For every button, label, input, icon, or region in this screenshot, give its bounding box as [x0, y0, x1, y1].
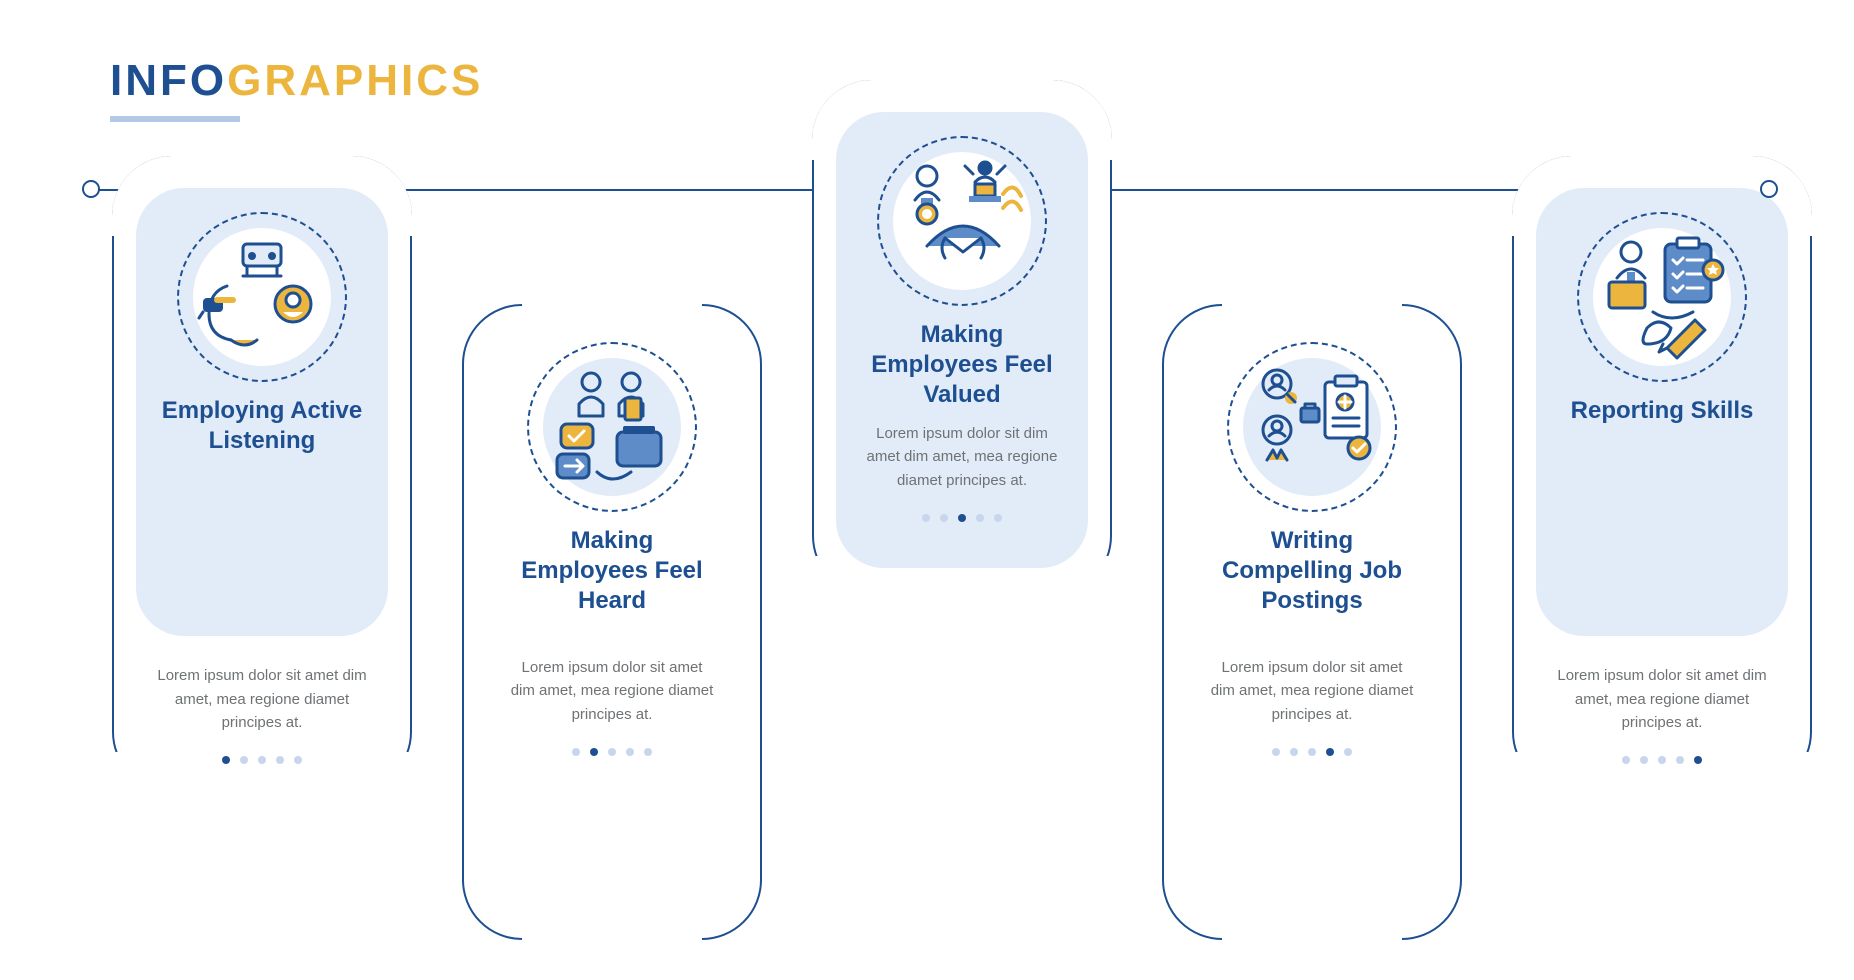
card-icon-wrap [1577, 212, 1747, 382]
pagination-dot [1640, 756, 1648, 764]
pagination-dots [572, 748, 652, 756]
pagination-dot [994, 514, 1002, 522]
card-inner: Writing Compelling Job Postings Lorem ip… [1186, 336, 1438, 778]
card-2: Making Employees Feel Heard Lorem ipsum … [462, 304, 762, 940]
card-inner: Employing Active Listening [136, 188, 388, 636]
pagination-dot [976, 514, 984, 522]
card-inner: Reporting Skills [1536, 188, 1788, 636]
card-border-gap-bottom [522, 932, 702, 942]
card-desc: Lorem ipsum dolor sit dim amet dim amet,… [854, 422, 1070, 492]
pagination-dot [1622, 756, 1630, 764]
pagination-dot [958, 514, 966, 522]
card-icon-wrap [877, 136, 1047, 306]
card-border-gap-top [1222, 302, 1402, 312]
card-4: Writing Compelling Job Postings Lorem ip… [1162, 304, 1462, 940]
pagination-dot [240, 756, 248, 764]
card-icon-wrap [527, 342, 697, 512]
pagination-dot [1290, 748, 1298, 756]
card-desc: Lorem ipsum dolor sit amet dim amet, mea… [504, 656, 720, 726]
card-border-gap-top [1572, 154, 1752, 164]
pagination-dot [1658, 756, 1666, 764]
card-border-gap-top [522, 302, 702, 312]
card-title: Reporting Skills [1567, 396, 1758, 426]
pagination-dots [922, 514, 1002, 522]
card-title: Writing Compelling Job Postings [1204, 526, 1420, 616]
card-border-gap-top [872, 78, 1052, 88]
card-inner: Making Employees Feel Heard Lorem ipsum … [486, 336, 738, 778]
connector-dot-left [82, 180, 100, 198]
pagination-dot [940, 514, 948, 522]
card-desc: Lorem ipsum dolor sit amet dim amet, mea… [1536, 664, 1788, 734]
card-title: Making Employees Feel Heard [504, 526, 720, 616]
card-title: Making Employees Feel Valued [854, 320, 1070, 410]
pagination-dot [1308, 748, 1316, 756]
card-icon-wrap [177, 212, 347, 382]
pagination-dot [222, 756, 230, 764]
card-border-gap-bottom [1222, 932, 1402, 942]
card-icon-wrap [1227, 342, 1397, 512]
dashed-circle [177, 212, 347, 382]
dashed-circle [527, 342, 697, 512]
pagination-dot [644, 748, 652, 756]
pagination-dot [626, 748, 634, 756]
pagination-dot [1694, 756, 1702, 764]
card-desc: Lorem ipsum dolor sit amet dim amet, mea… [1204, 656, 1420, 726]
card-5: Reporting Skills Lorem ipsum dolor sit a… [1512, 156, 1812, 792]
pagination-dots [222, 756, 302, 764]
pagination-dot [590, 748, 598, 756]
dashed-circle [877, 136, 1047, 306]
dashed-circle [1577, 212, 1747, 382]
card-desc: Lorem ipsum dolor sit amet dim amet, mea… [136, 664, 388, 734]
card-border-gap-top [172, 154, 352, 164]
card-inner: Making Employees Feel Valued Lorem ipsum… [836, 112, 1088, 568]
pagination-dot [572, 748, 580, 756]
pagination-dots [1272, 748, 1352, 756]
pagination-dot [922, 514, 930, 522]
pagination-dot [276, 756, 284, 764]
pagination-dot [258, 756, 266, 764]
pagination-dot [1344, 748, 1352, 756]
pagination-dots [1622, 756, 1702, 764]
dashed-circle [1227, 342, 1397, 512]
cards-container: Employing Active Listening Lorem ipsum d… [112, 80, 1812, 940]
card-1: Employing Active Listening Lorem ipsum d… [112, 156, 412, 792]
pagination-dot [1326, 748, 1334, 756]
pagination-dot [1272, 748, 1280, 756]
card-title: Employing Active Listening [154, 396, 370, 456]
pagination-dot [1676, 756, 1684, 764]
pagination-dot [608, 748, 616, 756]
card-3: Making Employees Feel Valued Lorem ipsum… [812, 80, 1112, 596]
pagination-dot [294, 756, 302, 764]
connector-dot-right [1760, 180, 1778, 198]
